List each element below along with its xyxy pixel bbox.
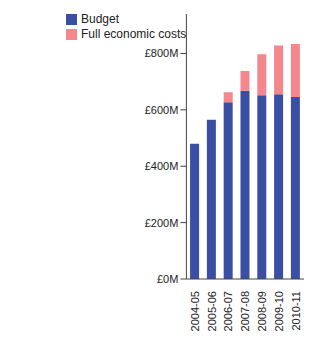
html-text:Full economic costs: Full economic costs bbox=[81, 27, 187, 41]
svg-text:2008-09: 2008-09 bbox=[256, 291, 268, 331]
svg-text:£400M: £400M bbox=[145, 160, 179, 172]
svg-text:2009-10: 2009-10 bbox=[273, 291, 285, 331]
svg-text:2004-05: 2004-05 bbox=[189, 291, 201, 331]
svg-text:£600M: £600M bbox=[145, 104, 179, 116]
svg-text:£800M: £800M bbox=[145, 47, 179, 59]
svg-text:2010-11: 2010-11 bbox=[290, 291, 302, 331]
svg-text:2006-07: 2006-07 bbox=[222, 291, 234, 331]
svg-text:2005-06: 2005-06 bbox=[206, 291, 218, 331]
svg-text:£200M: £200M bbox=[145, 217, 179, 229]
html-text:Budget: Budget bbox=[81, 12, 119, 26]
svg-text:2007-08: 2007-08 bbox=[239, 291, 251, 331]
svg-text:£0M: £0M bbox=[157, 273, 178, 285]
